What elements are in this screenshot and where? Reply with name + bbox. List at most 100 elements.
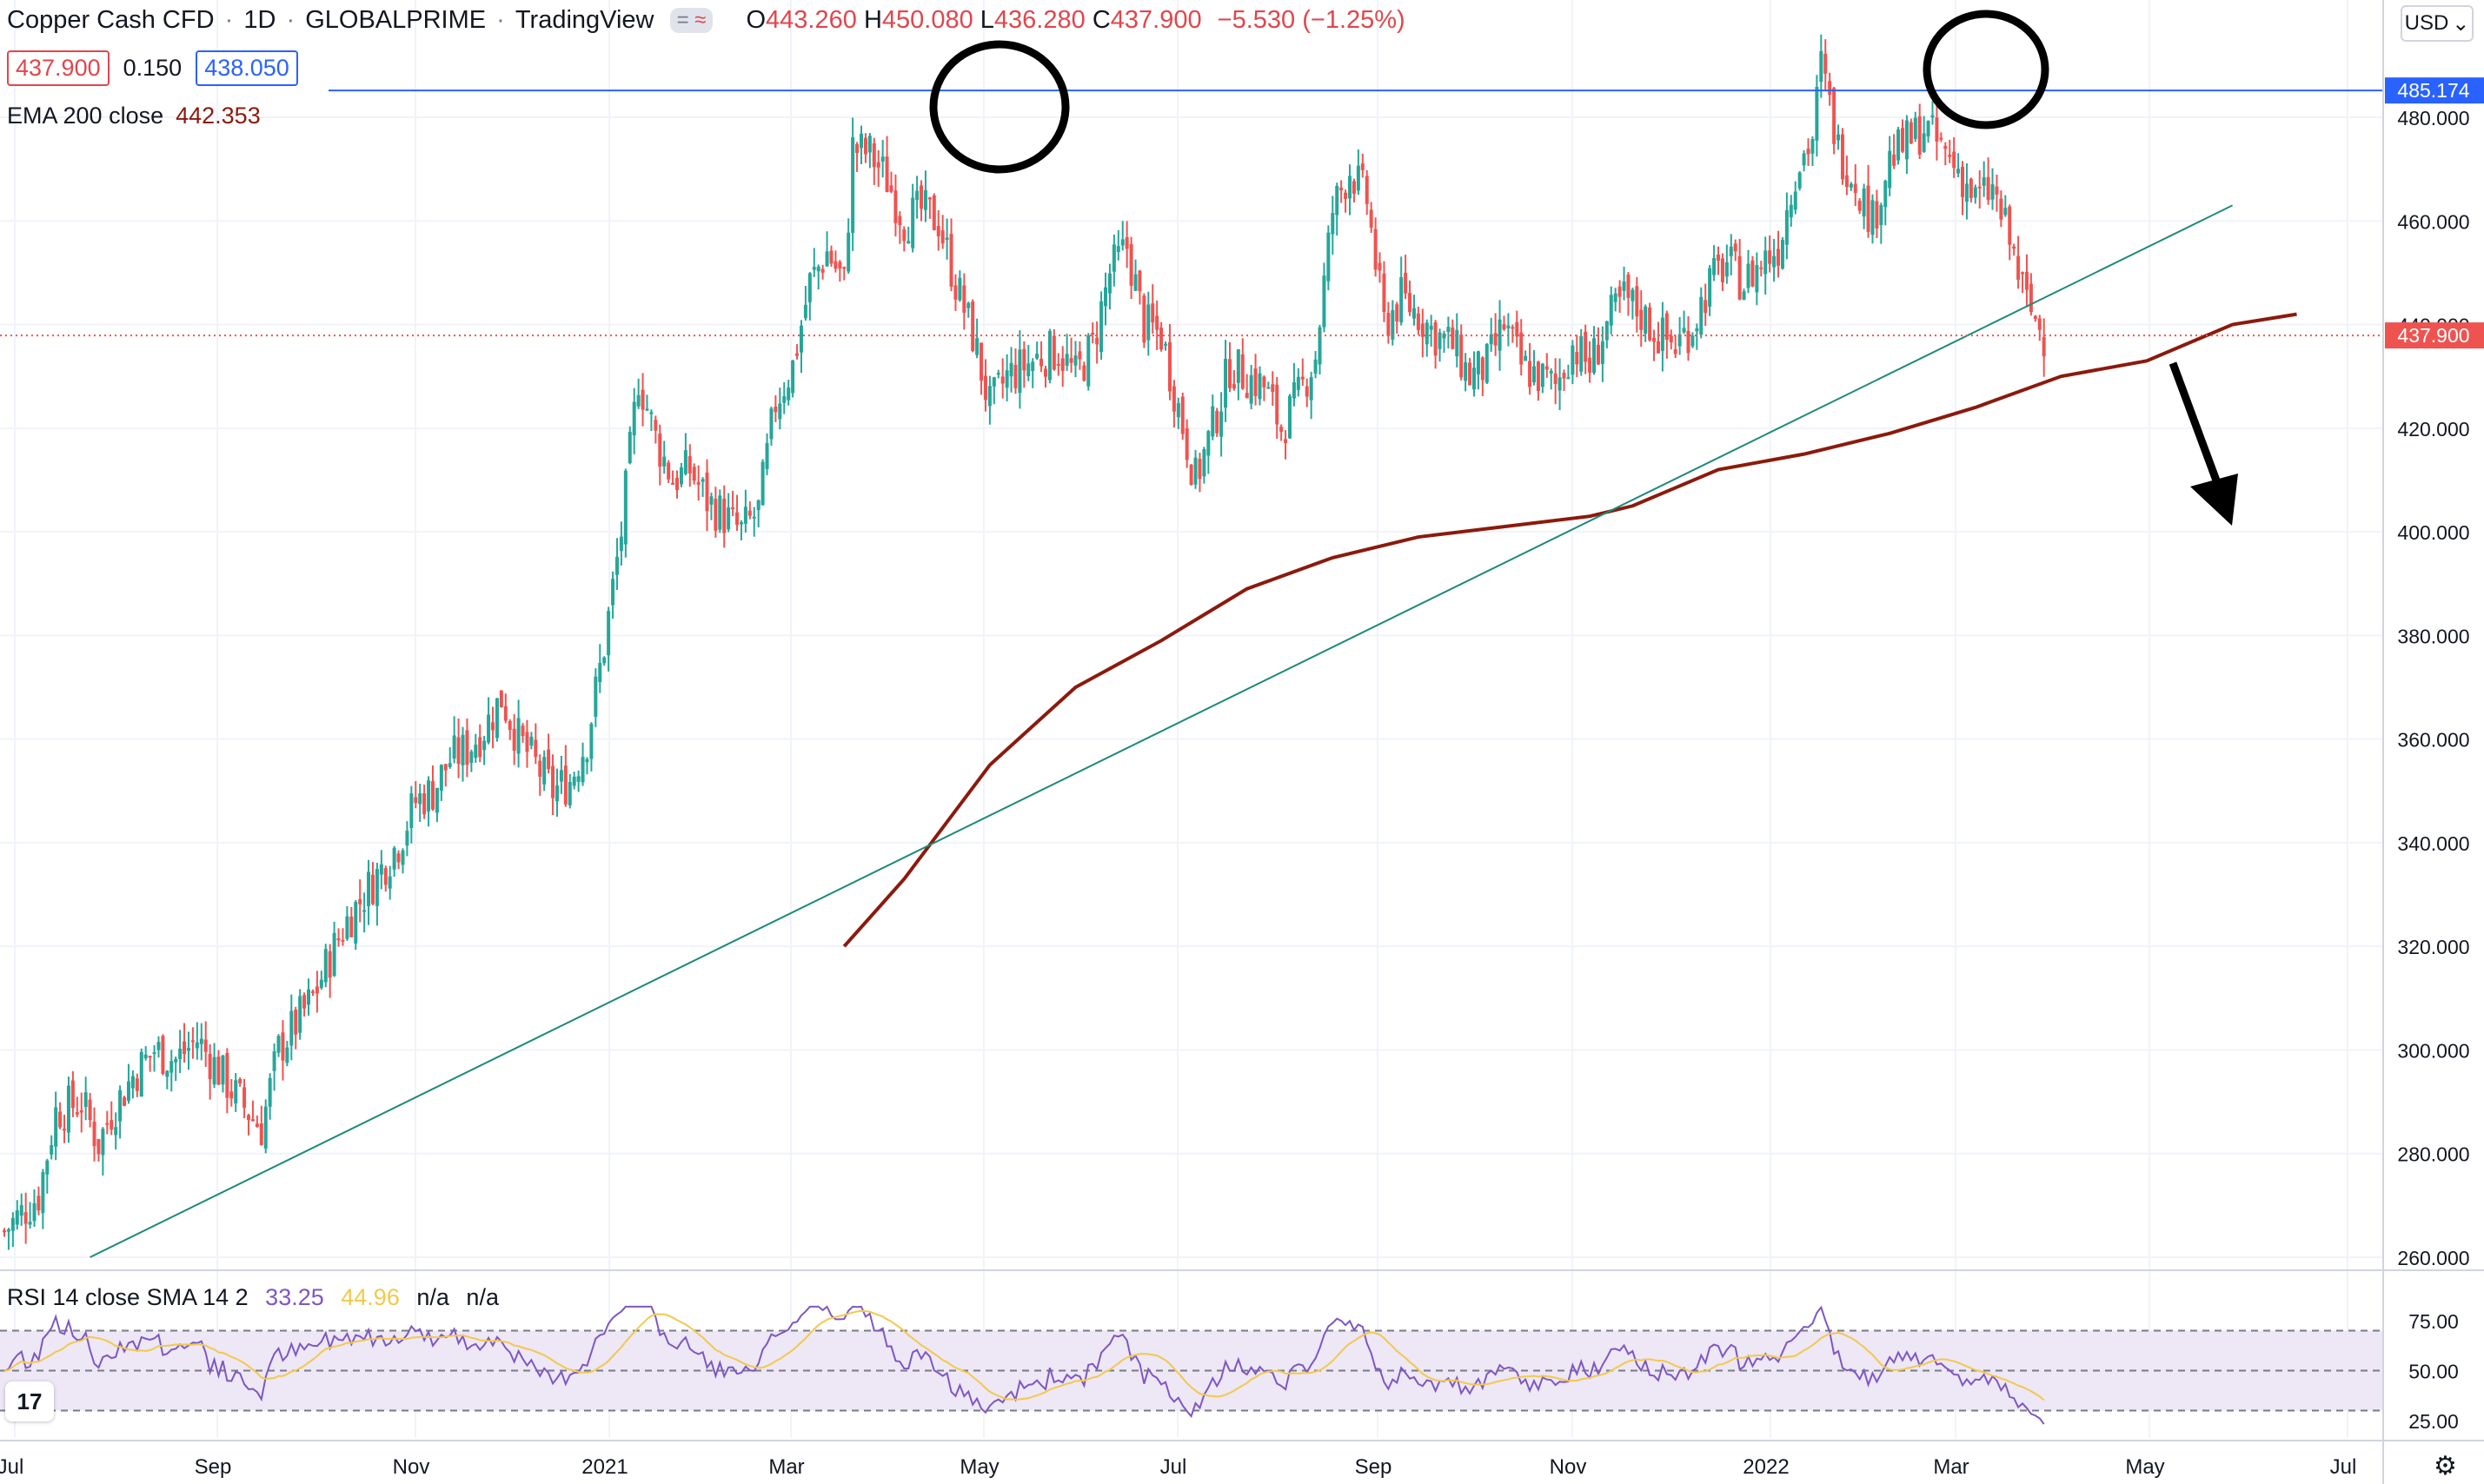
candle-body (1176, 402, 1180, 418)
rsi-na-2: n/a (466, 1284, 499, 1310)
ask-button[interactable]: 438.050 (196, 50, 298, 86)
price-tick-label: 260.000 (2397, 1247, 2469, 1269)
candle-body (1763, 250, 1768, 275)
candle-body (851, 137, 855, 233)
candle-body (1378, 262, 1382, 271)
currency-select[interactable]: USD ⌄ (2401, 5, 2474, 42)
open-value: 443.260 (766, 6, 857, 35)
candle-body (1455, 329, 1459, 357)
candle-body (1913, 117, 1917, 139)
candle-body (375, 869, 379, 906)
candle-body (1468, 362, 1472, 386)
candle-body (838, 262, 842, 269)
gear-icon[interactable]: ⚙ (2434, 1451, 2457, 1481)
rsi-legend[interactable]: RSI 14 close SMA 14 2 33.25 44.96 n/a n/… (7, 1284, 499, 1311)
candle-body (19, 1205, 23, 1216)
candle-body (1356, 165, 1360, 191)
candle-body (1626, 275, 1631, 298)
candle-body (820, 268, 825, 273)
price-tick-label: 320.000 (2397, 936, 2469, 958)
candle-body (1797, 172, 1802, 189)
candle-body (379, 864, 383, 875)
candle-body (1369, 209, 1373, 228)
candle-body (143, 1054, 148, 1059)
candle-body (1729, 246, 1733, 256)
candle-body (66, 1085, 70, 1133)
candle-body (1828, 81, 1832, 95)
candle-body (139, 1051, 143, 1097)
candle-body (110, 1120, 114, 1130)
time-tick-label: Jul (0, 1455, 23, 1479)
candle-body (658, 434, 662, 467)
low-label: L (980, 6, 994, 35)
candle-body (1609, 295, 1613, 326)
candle-body (1211, 406, 1215, 437)
candle-body (834, 261, 838, 269)
candle-body (165, 1070, 169, 1077)
candle-body (1476, 351, 1480, 374)
price-tick-label: 460.000 (2397, 210, 2469, 233)
candle-body (709, 496, 714, 505)
candle-body (1596, 344, 1600, 365)
candle-body (1300, 376, 1305, 380)
candle-body (1990, 184, 1995, 200)
candle-body (1480, 357, 1484, 381)
candle-body (980, 342, 984, 381)
candle-body (1172, 386, 1176, 412)
change-value: −5.530 (−1.25%) (1217, 6, 1405, 35)
candle-body (1528, 361, 1532, 388)
legend-toggle[interactable]: = ≈ (669, 8, 714, 33)
candle-body (1193, 457, 1198, 485)
candle-body (345, 916, 349, 939)
candle-body (885, 156, 889, 192)
interval[interactable]: 1D (243, 5, 276, 34)
candle-body (1900, 128, 1904, 152)
candle-body (203, 1039, 208, 1052)
bid-button[interactable]: 437.900 (7, 50, 110, 86)
rsi-na-1: n/a (416, 1284, 449, 1310)
candle-body (598, 663, 602, 683)
candle-body (242, 1087, 247, 1108)
candle-body (1047, 330, 1052, 381)
candle-body (743, 507, 747, 524)
candle-body (174, 1058, 178, 1063)
candle-body (15, 1210, 19, 1225)
candle-body (294, 1010, 298, 1035)
candle-body (752, 516, 756, 519)
candle-body (169, 1061, 174, 1073)
candle-body (354, 902, 358, 944)
candle-body (3, 1230, 6, 1233)
candle-body (1484, 343, 1489, 383)
candle-body (1284, 439, 1288, 443)
tradingview-logo-icon[interactable]: 17 (5, 1381, 54, 1421)
candle-body (585, 759, 589, 763)
time-tick-label: Nov (1550, 1455, 1587, 1479)
candle-body (396, 853, 401, 863)
candle-body (1000, 376, 1005, 384)
candle-body (1982, 177, 1986, 186)
symbol-name[interactable]: Copper Cash CFD (7, 5, 215, 34)
ema-legend[interactable]: EMA 200 close 442.353 (7, 103, 261, 129)
candle-body (1031, 361, 1035, 372)
candle-body (1026, 363, 1031, 376)
candle-body (807, 273, 812, 302)
candle-body (341, 939, 345, 942)
candle-body (487, 714, 491, 743)
candle-body (1532, 366, 1537, 383)
candle-body (1673, 348, 1677, 354)
candle-body (1617, 286, 1622, 297)
candle-body (1635, 286, 1639, 317)
candle-body (1540, 363, 1544, 388)
candle-body (195, 1042, 199, 1049)
candle-body (1750, 260, 1755, 287)
candle-body (816, 266, 820, 272)
candle-body (1511, 327, 1515, 329)
candle-body (1339, 188, 1344, 190)
candle-body (787, 387, 791, 401)
candle-body (23, 1212, 28, 1224)
candle-body (607, 611, 611, 656)
candle-body (392, 847, 396, 870)
candle-body (756, 500, 760, 511)
candle-body (183, 1041, 187, 1055)
